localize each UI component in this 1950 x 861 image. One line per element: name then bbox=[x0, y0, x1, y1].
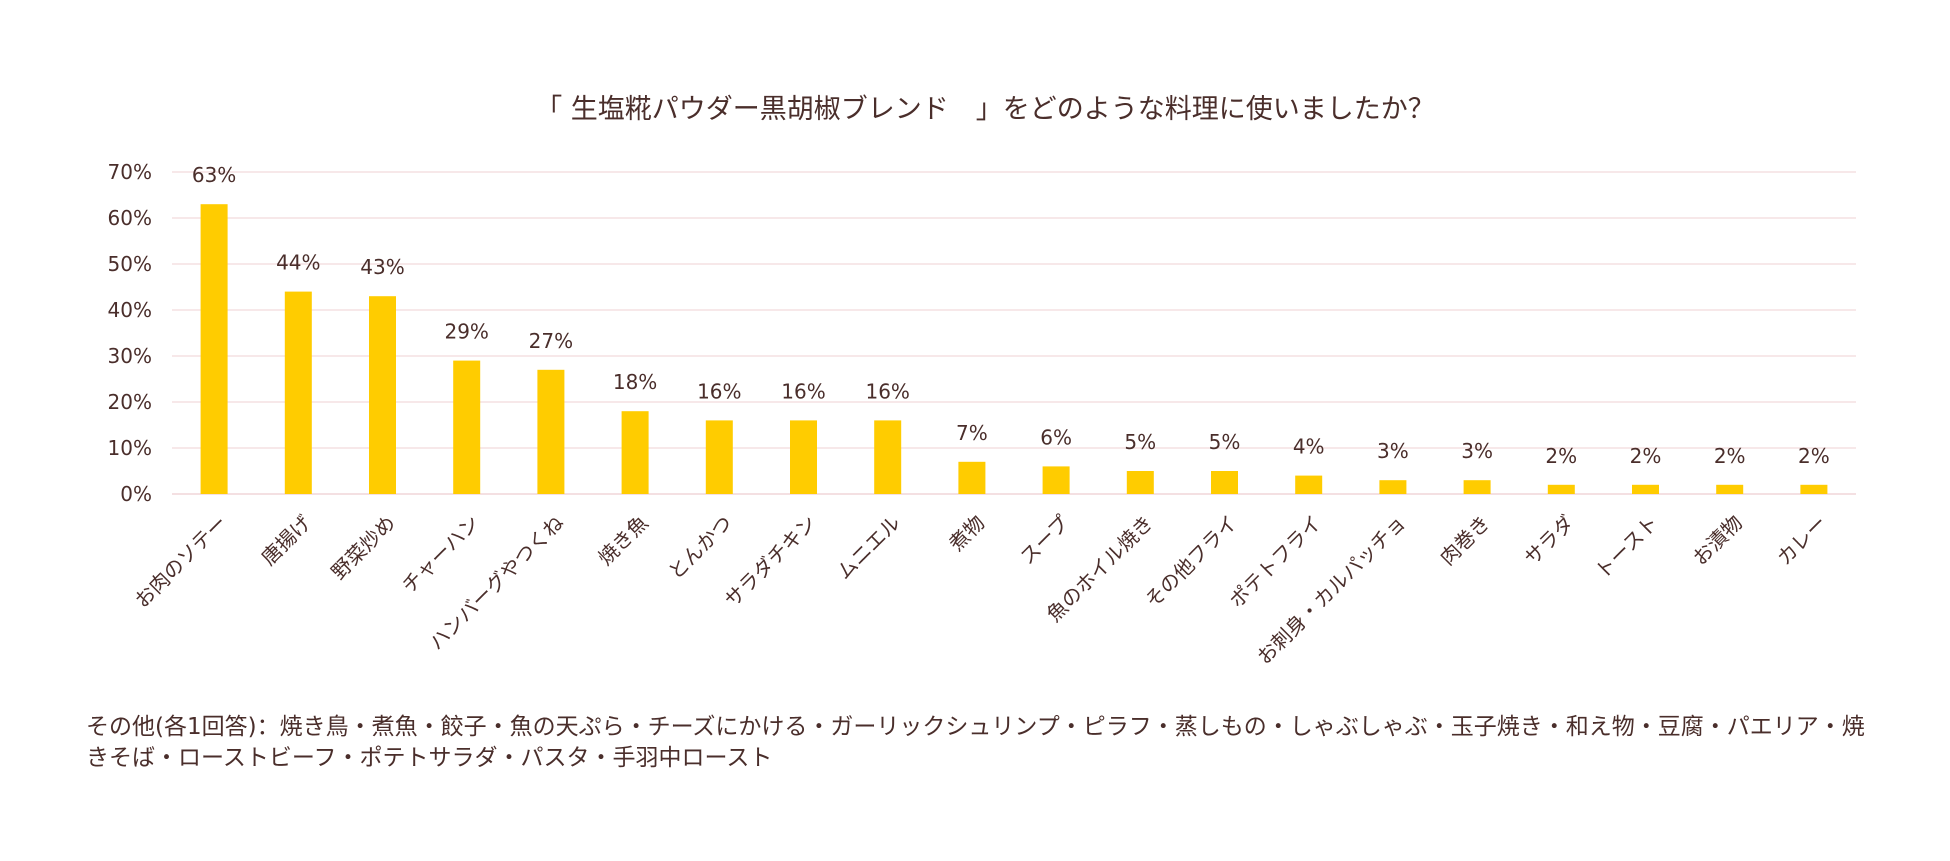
category-label: 煮物 bbox=[944, 511, 989, 556]
y-axis-ticks: 0% 10% 20% 30% 40% 50% 60% 70% bbox=[108, 160, 152, 506]
footnote-other-answers: その他(各1回答)：焼き鳥・煮魚・餃子・魚の天ぷら・チーズにかける・ガーリックシ… bbox=[86, 714, 1865, 771]
y-tick-label: 10% bbox=[108, 436, 152, 460]
category-label: お肉のソテー bbox=[130, 511, 232, 613]
category-label: スープ bbox=[1015, 511, 1074, 570]
data-label: 18% bbox=[613, 370, 657, 394]
data-label: 2% bbox=[1545, 444, 1577, 468]
bar bbox=[874, 420, 902, 494]
category-label: トースト bbox=[1590, 511, 1663, 584]
data-label: 29% bbox=[444, 320, 488, 344]
bar bbox=[1211, 471, 1238, 494]
bar bbox=[1463, 480, 1491, 494]
data-label: 2% bbox=[1714, 444, 1746, 468]
bar bbox=[369, 296, 396, 494]
data-labels: 63% 44% 43% 29% 27% 18% 16% 16% 16% 7% 6% 5% 5% 4% 3% 3… bbox=[192, 163, 1830, 468]
data-label: 7% bbox=[956, 421, 988, 445]
bar bbox=[537, 369, 565, 494]
y-tick-label: 70% bbox=[108, 160, 152, 184]
data-label: 16% bbox=[697, 379, 741, 403]
bar bbox=[1042, 466, 1070, 494]
y-tick-label: 30% bbox=[108, 344, 152, 368]
chart-title: 「 生塩糀パウダー黒胡椒ブレンド 」をどのような料理に使いましたか？ bbox=[535, 94, 1435, 125]
bar bbox=[705, 420, 733, 494]
category-label: サラダ bbox=[1519, 511, 1578, 570]
data-label: 3% bbox=[1461, 439, 1493, 463]
bar bbox=[1379, 480, 1407, 494]
category-label: ムニエル bbox=[832, 511, 906, 585]
bar bbox=[621, 411, 649, 494]
bar bbox=[453, 360, 481, 494]
bar bbox=[1547, 484, 1575, 494]
category-label: お刺身・カルパッチョ bbox=[1252, 511, 1410, 669]
bar bbox=[1126, 471, 1154, 494]
category-label: お漬物 bbox=[1688, 511, 1747, 570]
data-label: 5% bbox=[1124, 430, 1156, 454]
grid-lines bbox=[172, 171, 1856, 495]
bar bbox=[1632, 484, 1659, 494]
bar bbox=[958, 461, 986, 494]
bar bbox=[790, 420, 817, 494]
category-label: とんかつ bbox=[663, 511, 737, 585]
bar bbox=[200, 204, 228, 494]
y-tick-label: 40% bbox=[108, 298, 152, 322]
bar bbox=[1800, 484, 1828, 494]
y-tick-label: 20% bbox=[108, 390, 152, 414]
bar bbox=[1716, 484, 1744, 494]
data-label: 5% bbox=[1209, 430, 1241, 454]
data-label: 2% bbox=[1630, 444, 1662, 468]
category-label: 唐揚げ bbox=[256, 511, 315, 570]
bar bbox=[1295, 475, 1323, 494]
data-label: 44% bbox=[276, 251, 320, 275]
y-tick-label: 60% bbox=[108, 206, 152, 230]
data-label: 2% bbox=[1798, 444, 1830, 468]
data-label: 4% bbox=[1293, 435, 1325, 459]
data-label: 43% bbox=[360, 255, 404, 279]
data-label: 16% bbox=[781, 379, 825, 403]
data-label: 16% bbox=[865, 379, 909, 403]
category-label: 焼き魚 bbox=[593, 511, 652, 570]
data-label: 3% bbox=[1377, 439, 1409, 463]
data-label: 27% bbox=[529, 329, 573, 353]
data-label: 6% bbox=[1040, 425, 1072, 449]
y-tick-label: 50% bbox=[108, 252, 152, 276]
category-label: 肉巻き bbox=[1435, 511, 1494, 570]
category-label: チャーハン bbox=[397, 511, 484, 598]
category-label: カレー bbox=[1772, 511, 1831, 570]
bars bbox=[200, 204, 1828, 494]
data-label: 63% bbox=[192, 163, 236, 187]
bar bbox=[284, 291, 312, 494]
category-label: 野菜炒め bbox=[326, 511, 400, 585]
y-tick-label: 0% bbox=[120, 482, 152, 506]
